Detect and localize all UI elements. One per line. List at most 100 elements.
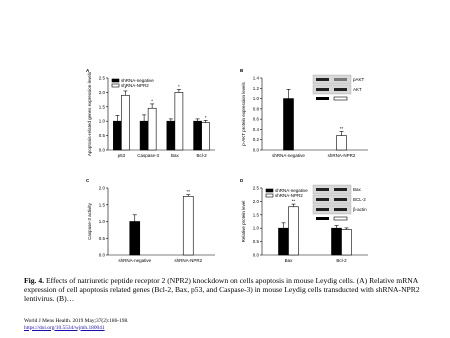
blot-band bbox=[334, 208, 347, 211]
bar bbox=[174, 92, 184, 151]
doi-link[interactable]: https://doi.org/10.5534/wjmh.180041 bbox=[24, 324, 105, 331]
y-tick-label: 1.5 bbox=[253, 212, 260, 217]
blot-band bbox=[334, 198, 347, 201]
y-tick-label: 2.5 bbox=[99, 76, 106, 81]
bar bbox=[166, 120, 176, 151]
y-tick-label: 0.2 bbox=[253, 137, 260, 142]
y-tick-label: 1.0 bbox=[99, 219, 106, 224]
blot-label: pAKT bbox=[353, 77, 365, 82]
bar bbox=[201, 122, 210, 151]
bar bbox=[147, 107, 157, 151]
significance-mark: ** bbox=[292, 199, 296, 204]
y-tick-label: 1.5 bbox=[99, 104, 106, 109]
bar bbox=[341, 229, 352, 256]
panel-label: B bbox=[240, 68, 244, 73]
blot-band bbox=[334, 188, 347, 191]
blot-strip bbox=[312, 84, 352, 95]
blot-key bbox=[316, 217, 329, 220]
blot-key bbox=[333, 216, 348, 221]
y-tick-label: 0.0 bbox=[99, 148, 106, 153]
y-tick-label: 0.0 bbox=[253, 148, 260, 153]
blot-band bbox=[316, 78, 329, 81]
x-tick-label: Bax bbox=[285, 258, 294, 263]
blot-strip bbox=[312, 74, 352, 85]
y-axis-label: Caspase-3 activity bbox=[87, 202, 92, 240]
blot-label: β-actin bbox=[353, 207, 367, 212]
legend-label: shRNA-NPR2 bbox=[275, 193, 303, 198]
blot-band bbox=[316, 88, 329, 91]
panel-label: A bbox=[86, 68, 90, 73]
y-tick-label: 1.4 bbox=[253, 76, 260, 81]
y-tick-label: 1.0 bbox=[99, 119, 106, 124]
y-tick-label: 1.5 bbox=[99, 202, 106, 207]
blot-band bbox=[334, 78, 347, 81]
legend-label: shRNA-NPR2 bbox=[121, 83, 149, 88]
y-tick-label: 1.2 bbox=[253, 86, 260, 91]
significance-mark: * bbox=[125, 85, 127, 90]
significance-mark: ** bbox=[340, 126, 344, 131]
y-tick-label: 2.0 bbox=[99, 186, 106, 191]
significance-mark: * bbox=[151, 98, 153, 103]
caption-text: Effects of natriuretic peptide receptor … bbox=[24, 276, 420, 303]
bar bbox=[139, 120, 149, 151]
x-tick-label: p53 bbox=[118, 153, 126, 158]
blot-strip bbox=[312, 204, 352, 215]
y-tick-label: 1.0 bbox=[253, 226, 260, 231]
legend-label: shRNA-negative bbox=[121, 78, 154, 83]
x-tick-label: Caspase-3 bbox=[137, 153, 159, 158]
blot-band bbox=[316, 188, 329, 191]
bar bbox=[278, 227, 289, 256]
blot-key bbox=[333, 96, 348, 101]
x-tick-label: shRNA-negative bbox=[118, 258, 151, 263]
x-tick-label: Bcl-2 bbox=[336, 258, 347, 263]
panel-label: C bbox=[86, 178, 90, 183]
blot-band bbox=[316, 198, 329, 201]
bar bbox=[283, 98, 294, 151]
x-tick-label: Bcl-2 bbox=[196, 153, 207, 158]
y-axis-label: Apoptosis-related genes expression level… bbox=[87, 71, 92, 156]
significance-mark: * bbox=[205, 115, 207, 120]
y-tick-label: 2.5 bbox=[253, 186, 260, 191]
x-tick-label: shRNA-NPR2 bbox=[174, 258, 202, 263]
panel-label: D bbox=[240, 178, 244, 183]
blot-label: Bax bbox=[353, 187, 362, 192]
legend-swatch bbox=[265, 188, 274, 193]
legend-swatch bbox=[265, 193, 274, 198]
y-tick-label: 0.5 bbox=[99, 236, 106, 241]
blot-band bbox=[334, 88, 347, 91]
significance-mark: * bbox=[178, 84, 180, 89]
citation: World J Mens Health. 2019 May;37(2):186-… bbox=[24, 318, 129, 331]
y-tick-label: 1.0 bbox=[253, 96, 260, 101]
blot-strip bbox=[312, 184, 352, 195]
y-tick-label: 0.5 bbox=[253, 239, 260, 244]
y-tick-label: 2.0 bbox=[99, 90, 106, 95]
y-tick-label: 0.4 bbox=[253, 127, 260, 132]
bar bbox=[129, 221, 141, 256]
blot-key bbox=[316, 97, 329, 100]
bar bbox=[288, 206, 299, 256]
bar bbox=[182, 196, 194, 256]
x-tick-label: Bax bbox=[171, 153, 180, 158]
x-tick-label: shRNA-NPR2 bbox=[328, 153, 356, 158]
y-tick-label: 0.5 bbox=[99, 133, 106, 138]
y-tick-label: 2.0 bbox=[253, 199, 260, 204]
legend-label: shRNA-negative bbox=[275, 188, 308, 193]
blot-band bbox=[316, 208, 329, 211]
blot-label: BCL-2 bbox=[353, 197, 366, 202]
blot-strip bbox=[312, 194, 352, 205]
bar bbox=[193, 120, 202, 151]
journal-ref: World J Mens Health. 2019 May;37(2):186-… bbox=[24, 318, 129, 324]
legend-swatch bbox=[111, 83, 120, 88]
y-axis-label: Relative protein level bbox=[241, 201, 246, 243]
legend-swatch bbox=[111, 78, 120, 83]
significance-mark: ** bbox=[186, 189, 190, 194]
bar bbox=[336, 135, 347, 151]
y-tick-label: 0.8 bbox=[253, 106, 260, 111]
x-tick-label: shRNA-negative bbox=[272, 153, 305, 158]
caption-label: Fig. 4. bbox=[24, 276, 45, 285]
bar bbox=[113, 120, 122, 151]
blot-label: AKT bbox=[353, 87, 362, 92]
bar bbox=[121, 94, 130, 151]
